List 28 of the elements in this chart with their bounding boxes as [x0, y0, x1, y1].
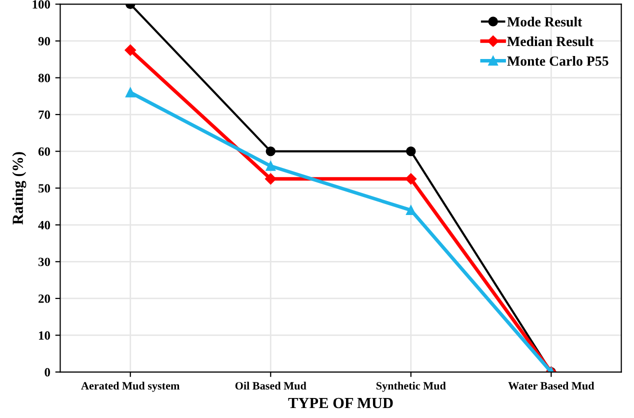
y-tick-label: 70	[38, 110, 50, 119]
y-tick-label: 10	[39, 331, 50, 340]
point	[266, 146, 276, 156]
x-axis-title: TYPE OF MUD	[288, 398, 393, 408]
x-tick-label: Synthetic Mud	[376, 382, 446, 392]
point	[266, 161, 276, 171]
y-tick-label: 30	[38, 258, 50, 266]
legend-label: Median Result	[507, 36, 594, 46]
x-tick-label: Oil Based Mud	[235, 382, 306, 390]
legend-label: Mode Result	[507, 16, 582, 27]
y-tick-label: 20	[38, 294, 50, 303]
point	[265, 173, 276, 185]
point	[405, 173, 417, 185]
y-tick-label: 50	[38, 184, 50, 193]
y-tick-label: 90	[38, 36, 50, 46]
y-tick-label: 100	[32, 0, 50, 9]
legend-label: Monte Carlo P55	[507, 56, 608, 66]
point	[406, 146, 416, 156]
y-tick-label: 60	[38, 147, 50, 156]
point	[126, 88, 136, 98]
y-tick-label: 80	[38, 74, 50, 82]
point	[406, 205, 416, 216]
y-tick-label: 40	[38, 220, 50, 230]
x-tick-label: Aerated Mud system	[81, 382, 180, 392]
y-axis-title: Rating (%)	[12, 152, 26, 225]
point	[124, 44, 136, 56]
x-tick-label: Water Based Mud	[508, 382, 594, 390]
y-tick-label: 0	[44, 368, 50, 376]
